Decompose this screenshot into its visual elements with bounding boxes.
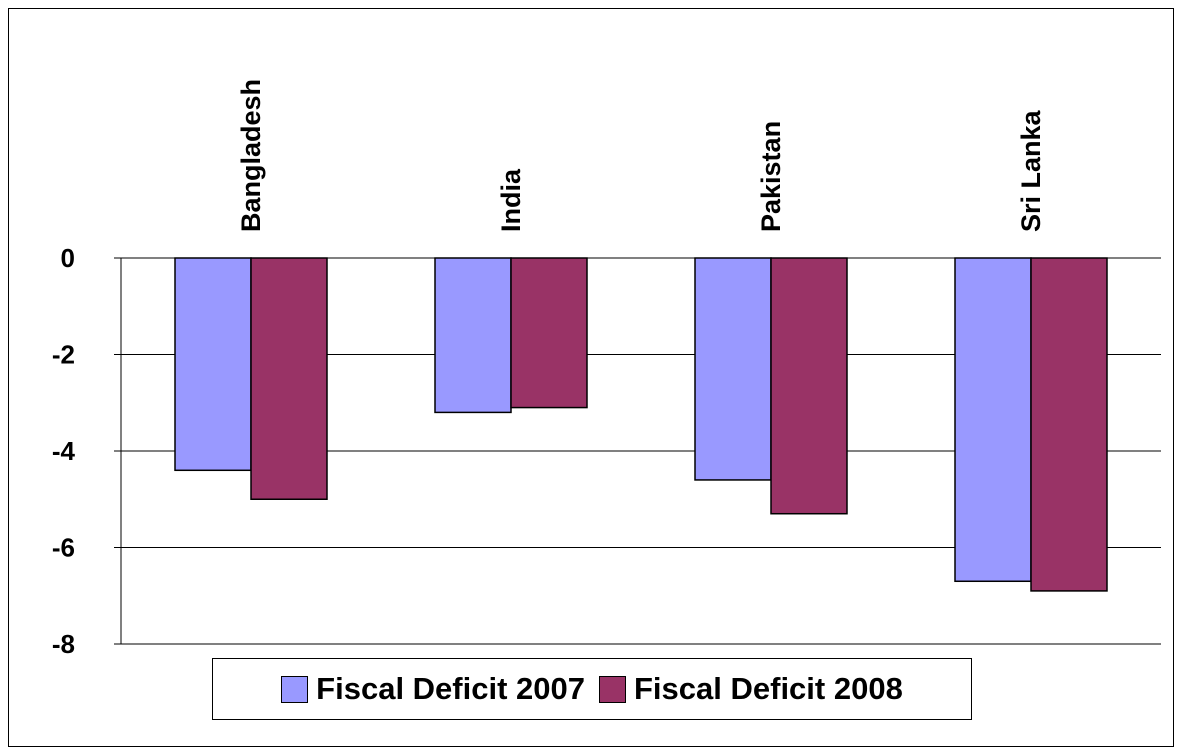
legend-item-2007: Fiscal Deficit 2007	[281, 671, 585, 707]
y-axis-ticks: 0 -2 -4 -6 -8	[52, 243, 122, 659]
chart-frame	[8, 8, 1174, 747]
legend-swatch-2007	[281, 675, 309, 703]
bar-sri-lanka-1	[1030, 257, 1108, 592]
bar-pakistan-1	[770, 257, 848, 515]
category-label: Pakistan	[756, 121, 786, 232]
y-tick-label: -8	[52, 629, 75, 659]
legend-swatch-2008	[599, 675, 626, 703]
legend-label-2008: Fiscal Deficit 2008	[634, 671, 903, 706]
legend: Fiscal Deficit 2007 Fiscal Deficit 2008	[212, 658, 972, 720]
bars	[174, 257, 1108, 592]
category-labels: Bangladesh India Pakistan Sri Lanka	[236, 79, 1046, 232]
y-tick-label: -4	[52, 436, 76, 466]
category-label: Sri Lanka	[1016, 109, 1046, 232]
category-label: Bangladesh	[236, 79, 266, 232]
y-tick-label: -6	[52, 533, 75, 563]
legend-label-2007: Fiscal Deficit 2007	[316, 671, 585, 706]
bar-india-1	[510, 257, 588, 409]
bar-bangladesh-1	[250, 257, 328, 500]
category-label: India	[496, 168, 526, 232]
bar-bangladesh-0	[174, 257, 252, 472]
y-tick-label: -2	[52, 340, 75, 370]
bar-india-0	[434, 257, 512, 414]
y-tick-label: 0	[61, 243, 75, 273]
bar-sri-lanka-0	[954, 257, 1032, 583]
legend-item-2008: Fiscal Deficit 2008	[599, 671, 903, 707]
bar-pakistan-0	[694, 257, 772, 481]
